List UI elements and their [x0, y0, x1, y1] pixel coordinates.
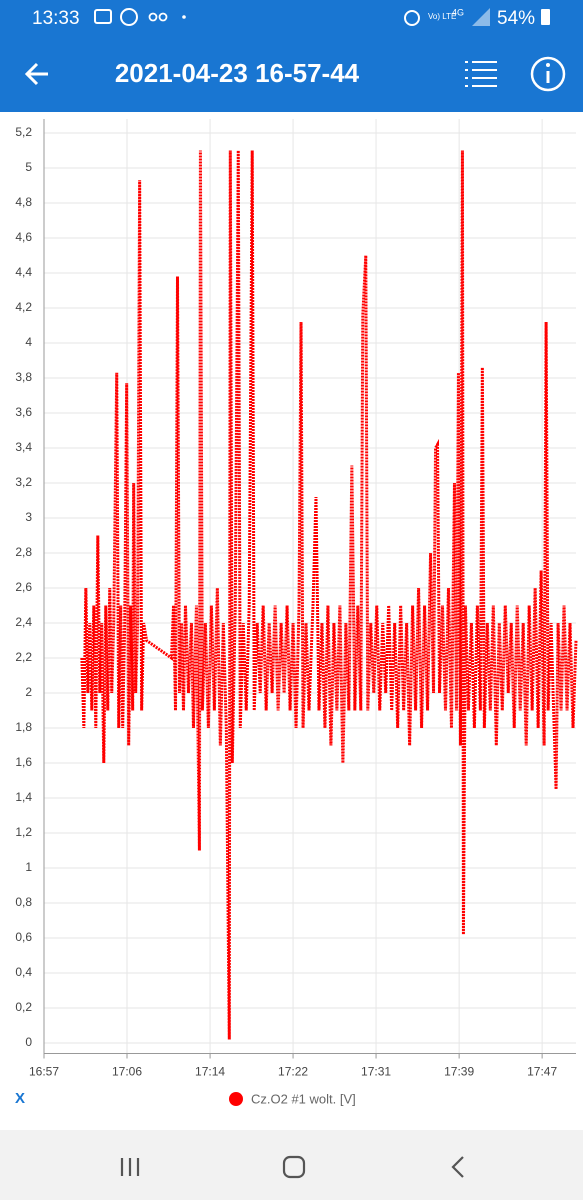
data-line: [80, 150, 578, 1040]
y-tick-label: 4,6: [15, 230, 32, 244]
y-tick-label: 5,2: [15, 125, 32, 139]
gallery-icon: [94, 9, 112, 24]
y-tick-label: 0,2: [15, 1000, 32, 1014]
y-tick-label: 1: [25, 860, 32, 874]
y-tick-label: 1,8: [15, 720, 32, 734]
y-tick-label: 3,8: [15, 370, 32, 384]
y-tick-label: 4,4: [15, 265, 32, 279]
y-tick-label: 4,2: [15, 300, 32, 314]
battery-icon: [541, 9, 550, 25]
voicemail-icon: [158, 12, 168, 22]
y-tick-label: 3,4: [15, 440, 32, 454]
nav-back-button[interactable]: [451, 1156, 464, 1178]
info-dot: [546, 63, 550, 67]
y-tick-label: 0,4: [15, 965, 32, 979]
y-tick-label: 4: [25, 335, 32, 349]
x-tick-label: 17:14: [195, 1065, 225, 1079]
back-button[interactable]: [24, 62, 48, 86]
y-tick-label: 1,6: [15, 755, 32, 769]
legend-swatch: [229, 1092, 243, 1106]
chart: 0 0,2 0,4 0,6 0,8 1 1,2 1,4 1,6 1,8 2 2,2 2,4 2,6 2,8 3…: [15, 119, 578, 1079]
y-tick-label: 0: [25, 1035, 32, 1049]
close-button[interactable]: X: [15, 1090, 25, 1107]
whatsapp-icon: [120, 8, 138, 26]
y-tick-label: 2,8: [15, 545, 32, 559]
x-tick-label: 16:57: [29, 1065, 59, 1079]
status-time: 13:33: [32, 8, 80, 29]
volte: Vo) LTE: [428, 12, 456, 21]
alarm-icon: [404, 10, 420, 26]
list-button[interactable]: [465, 61, 497, 87]
x-tick-label: 17:39: [444, 1065, 474, 1079]
voicemail-icon: [148, 12, 158, 22]
y-tick-label: 1,2: [15, 825, 32, 839]
y-tick-label: 3: [25, 510, 32, 524]
y-tick-label: 1,4: [15, 790, 32, 804]
y-tick-label: 2,6: [15, 580, 32, 594]
y-tick-label: 2: [25, 685, 32, 699]
home-button[interactable]: [282, 1155, 306, 1179]
info-i: [546, 71, 550, 83]
app-title: 2021-04-23 16-57-44: [115, 58, 360, 88]
y-tick-label: 2,2: [15, 650, 32, 664]
recent-apps-button[interactable]: [120, 1158, 140, 1176]
y-tick-label: 3,2: [15, 475, 32, 489]
y-tick-label: 5: [25, 160, 32, 174]
y-tick-label: 2,4: [15, 615, 32, 629]
x-tick-label: 17:06: [112, 1065, 142, 1079]
info-button[interactable]: [530, 56, 566, 92]
x-tick-label: 17:47: [527, 1065, 557, 1079]
battery-text: 54%: [497, 8, 535, 29]
x-tick-label: 17:31: [361, 1065, 391, 1079]
network: 4G: [452, 7, 464, 17]
x-tick-label: 17:22: [278, 1065, 308, 1079]
signal-icon: [472, 8, 490, 26]
y-tick-label: 0,8: [15, 895, 32, 909]
dot: [182, 15, 186, 19]
legend-label: Cz.O2 #1 wolt. [V]: [251, 1091, 356, 1106]
nav-bar: [0, 1130, 583, 1200]
y-tick-label: 0,6: [15, 930, 32, 944]
y-tick-label: 4,8: [15, 195, 32, 209]
y-tick-label: 3,6: [15, 405, 32, 419]
header-bg: [0, 0, 583, 112]
